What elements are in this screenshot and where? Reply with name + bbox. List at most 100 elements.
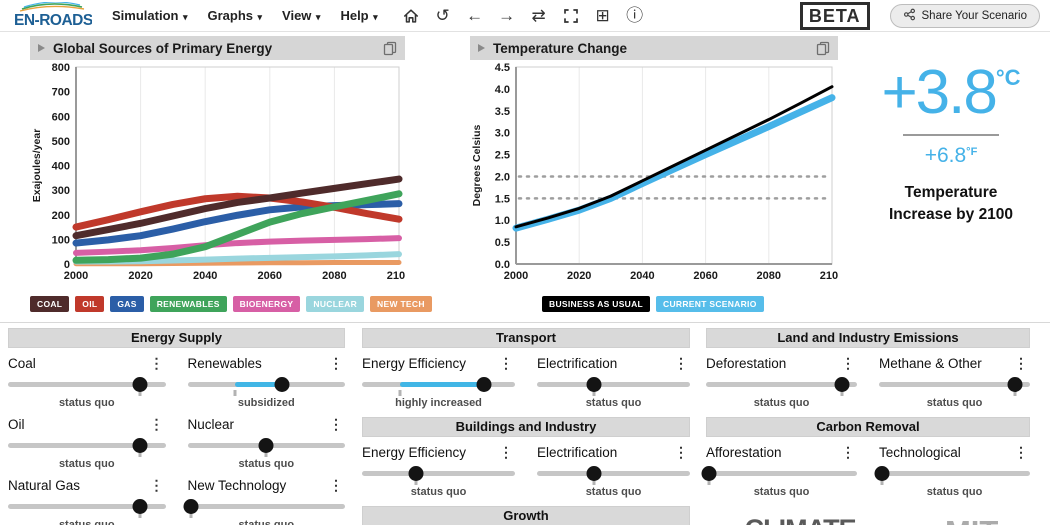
undo-icon[interactable]: ↺ xyxy=(435,6,450,25)
legend-chip-new-tech[interactable]: NEW TECH xyxy=(370,296,432,312)
kebab-menu-icon[interactable]: ⋮ xyxy=(841,444,855,460)
slider-handle[interactable] xyxy=(586,466,602,481)
energy-chart-panel: Global Sources of Primary Energy 0 100 200… xyxy=(30,36,432,312)
section-header-buildings-industry: Buildings and Industry xyxy=(362,417,690,437)
info-icon[interactable]: ⓘ xyxy=(626,6,644,25)
slider-handle[interactable] xyxy=(132,499,148,514)
slider-track[interactable] xyxy=(537,377,690,396)
slider-buildings-energy-efficiency: Energy Efficiency ⋮ status quo xyxy=(362,441,515,502)
kebab-menu-icon[interactable]: ⋮ xyxy=(674,444,688,460)
kebab-menu-icon[interactable]: ⋮ xyxy=(149,416,164,432)
slider-deforestation: Deforestation ⋮ status quo xyxy=(706,352,857,413)
slider-track[interactable] xyxy=(187,438,345,457)
slider-default-tick xyxy=(138,390,142,396)
menu-graphs[interactable]: Graphs ▾ xyxy=(207,8,263,23)
legend-chip-current-scenario[interactable]: CURRENT SCENARIO xyxy=(656,296,764,312)
svg-text:2040: 2040 xyxy=(193,270,217,282)
fullscreen-icon[interactable] xyxy=(562,7,580,25)
kebab-menu-icon[interactable]: ⋮ xyxy=(149,355,164,371)
celsius-unit: °C xyxy=(995,65,1021,90)
legend-chip-coal[interactable]: COAL xyxy=(30,296,70,312)
expand-triangle-icon[interactable] xyxy=(38,44,45,52)
svg-text:Degrees Celsius: Degrees Celsius xyxy=(471,124,483,206)
kebab-menu-icon[interactable]: ⋮ xyxy=(1014,444,1028,460)
slider-handle[interactable] xyxy=(1007,377,1023,392)
slider-handle[interactable] xyxy=(274,377,290,392)
menu-view[interactable]: View ▾ xyxy=(282,8,321,23)
slider-track[interactable] xyxy=(8,499,166,518)
slider-oil: Oil ⋮ status quo xyxy=(8,413,166,474)
slider-track[interactable] xyxy=(701,466,857,485)
slider-buildings-electrification: Electrification ⋮ status quo xyxy=(537,441,690,502)
copy-icon[interactable] xyxy=(816,41,830,56)
slider-track[interactable] xyxy=(874,466,1030,485)
slider-handle[interactable] xyxy=(701,466,717,481)
home-icon[interactable] xyxy=(402,7,420,25)
svg-text:2060: 2060 xyxy=(258,270,282,282)
slider-handle[interactable] xyxy=(874,466,890,481)
loop-icon[interactable]: ⇄ xyxy=(531,6,546,25)
slider-handle[interactable] xyxy=(183,499,199,514)
menu-simulation[interactable]: Simulation ▾ xyxy=(112,8,188,23)
slider-label: Methane & Other xyxy=(879,356,982,371)
kebab-menu-icon[interactable]: ⋮ xyxy=(499,444,513,460)
kebab-menu-icon[interactable]: ⋮ xyxy=(329,416,343,432)
slider-handle[interactable] xyxy=(132,438,148,453)
svg-text:2100: 2100 xyxy=(820,270,838,282)
slider-track[interactable] xyxy=(8,438,166,457)
kebab-menu-icon[interactable]: ⋮ xyxy=(499,355,513,371)
legend-chip-oil[interactable]: OIL xyxy=(75,296,105,312)
temperature-chart-header[interactable]: Temperature Change xyxy=(470,36,838,60)
slider-handle[interactable] xyxy=(408,466,424,481)
slider-status: status quo xyxy=(585,486,642,498)
slider-track[interactable] xyxy=(362,377,515,396)
temperature-celsius-value: +3.8°C xyxy=(881,58,1021,127)
slider-track[interactable] xyxy=(183,499,345,518)
slider-track[interactable] xyxy=(362,466,515,485)
slider-default-tick xyxy=(880,479,884,485)
copy-icon[interactable] xyxy=(383,41,397,56)
kebab-menu-icon[interactable]: ⋮ xyxy=(149,477,164,493)
toolbar: ↺ ← → ⇄ ⊞ ⓘ xyxy=(402,7,644,25)
legend-chip-renewables[interactable]: RENEWABLES xyxy=(149,296,227,312)
kebab-menu-icon[interactable]: ⋮ xyxy=(841,355,855,371)
slider-handle[interactable] xyxy=(132,377,148,392)
slider-label: Technological xyxy=(879,445,961,460)
kebab-menu-icon[interactable]: ⋮ xyxy=(1014,355,1028,371)
kebab-menu-icon[interactable]: ⋮ xyxy=(329,355,343,371)
kebab-menu-icon[interactable]: ⋮ xyxy=(329,477,343,493)
share-scenario-button[interactable]: Share Your Scenario xyxy=(889,3,1040,28)
svg-text:300: 300 xyxy=(52,185,70,197)
slider-default-tick xyxy=(189,512,193,518)
slider-track[interactable] xyxy=(8,377,166,396)
slider-default-tick xyxy=(398,390,402,396)
slider-handle[interactable] xyxy=(258,438,274,453)
en-roads-logo[interactable]: EN-ROADS xyxy=(10,2,92,29)
forward-arrow-icon[interactable]: → xyxy=(498,6,516,25)
kebab-menu-icon[interactable]: ⋮ xyxy=(674,355,688,371)
slider-label: Energy Efficiency xyxy=(362,445,467,460)
slider-track[interactable] xyxy=(879,377,1030,396)
menu-help[interactable]: Help ▾ xyxy=(340,8,378,23)
slider-track[interactable] xyxy=(187,377,345,396)
climate-interactive-logo[interactable]: CLIMATE xyxy=(738,516,882,525)
back-arrow-icon[interactable]: ← xyxy=(466,6,484,25)
slider-handle[interactable] xyxy=(586,377,602,392)
slider-track[interactable] xyxy=(706,377,857,396)
slider-methane-other: Methane & Other ⋮ status quo xyxy=(879,352,1030,413)
expand-triangle-icon[interactable] xyxy=(478,44,485,52)
slider-label: New Technology xyxy=(187,478,287,493)
energy-chart-header[interactable]: Global Sources of Primary Energy xyxy=(30,36,405,60)
slider-handle[interactable] xyxy=(476,377,492,392)
legend-chip-bioenergy[interactable]: BIOENERGY xyxy=(232,296,301,312)
mit-logo[interactable]: MIT xyxy=(945,516,998,525)
slider-default-tick xyxy=(592,390,596,396)
slider-handle[interactable] xyxy=(834,377,850,392)
slider-track[interactable] xyxy=(537,466,690,485)
slider-transport-energy-efficiency: Energy Efficiency ⋮ highly increased xyxy=(362,352,515,413)
table-icon[interactable]: ⊞ xyxy=(595,6,610,25)
top-navbar: EN-ROADS Simulation ▾ Graphs ▾ View ▾ He… xyxy=(0,0,1050,32)
legend-chip-business-as-usual[interactable]: BUSINESS AS USUAL xyxy=(542,296,651,312)
legend-chip-gas[interactable]: GAS xyxy=(110,296,144,312)
legend-chip-nuclear[interactable]: NUCLEAR xyxy=(306,296,365,312)
